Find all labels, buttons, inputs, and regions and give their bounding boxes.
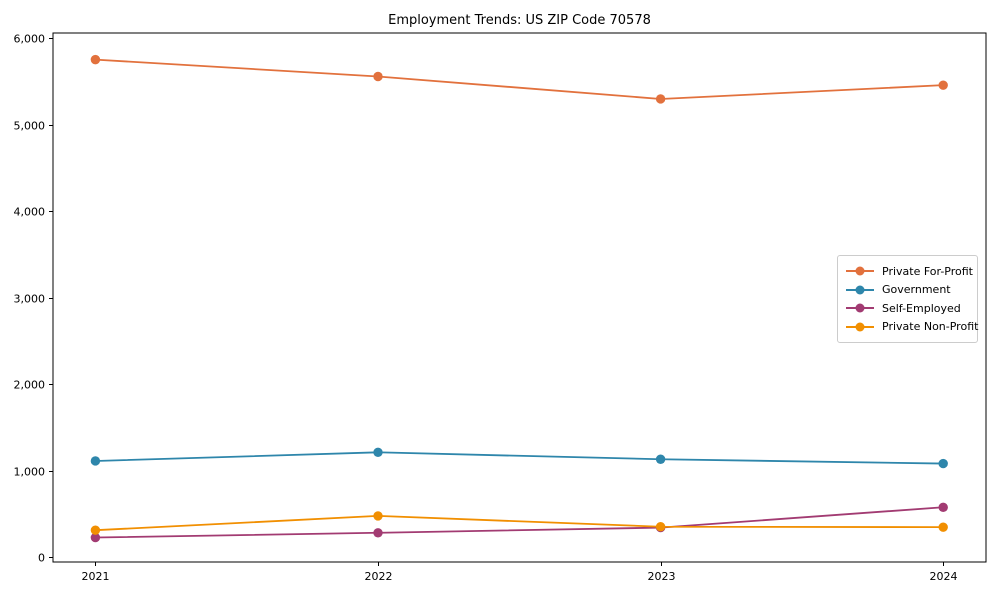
series-line-government xyxy=(94,451,945,465)
data-point-government xyxy=(90,456,101,466)
legend-label: Self-Employed xyxy=(882,301,961,315)
data-point-private-for-profit xyxy=(90,54,101,65)
chart-title: Employment Trends: US ZIP Code 70578 xyxy=(388,13,651,28)
series-line-private-for-profit xyxy=(94,58,945,100)
x-axis-tick-label: 2022 xyxy=(365,570,393,583)
legend-marker-icon xyxy=(855,303,865,313)
legend-item: Government xyxy=(846,281,969,300)
legend-line-swatch xyxy=(846,285,874,295)
legend: Private For-Profit Government Self-Employe… xyxy=(837,255,978,343)
legend-item: Self-Employed xyxy=(846,299,969,318)
axes-frame xyxy=(52,32,987,563)
legend-label: Private For-Profit xyxy=(882,264,973,278)
data-point-government xyxy=(938,458,948,469)
y-axis-tick-label: 3,000 xyxy=(14,293,46,306)
legend-line-swatch xyxy=(846,322,874,332)
legend-label: Government xyxy=(882,283,951,297)
data-point-self-employed xyxy=(938,502,948,512)
data-point-self-employed xyxy=(90,532,101,543)
legend-label: Private Non-Profit xyxy=(882,320,979,334)
data-point-private-non-profit xyxy=(938,522,948,532)
data-point-private-for-profit xyxy=(938,80,948,90)
data-point-private-for-profit xyxy=(655,94,666,104)
x-axis-tick-label: 2021 xyxy=(82,570,110,583)
legend-marker-icon xyxy=(855,322,865,332)
data-point-government xyxy=(655,454,666,464)
x-axis-tick-label: 2023 xyxy=(648,570,676,583)
y-axis-tick-label: 1,000 xyxy=(14,466,46,479)
legend-item: Private Non-Profit xyxy=(846,318,978,337)
y-axis-tick-label: 0 xyxy=(38,552,45,565)
series-line-self-employed xyxy=(94,506,945,539)
data-point-private-non-profit xyxy=(373,511,383,521)
y-axis-tick-label: 2,000 xyxy=(14,379,46,392)
data-point-private-non-profit xyxy=(90,525,101,535)
y-axis-tick-label: 5,000 xyxy=(14,120,46,133)
data-point-self-employed xyxy=(373,528,383,538)
legend-line-swatch xyxy=(846,266,874,276)
data-point-government xyxy=(373,447,383,458)
x-axis-tick-label: 2024 xyxy=(930,570,958,583)
legend-marker-icon xyxy=(855,266,865,276)
legend-marker-icon xyxy=(855,285,865,295)
y-axis-tick-label: 4,000 xyxy=(14,206,46,219)
data-point-private-non-profit xyxy=(655,522,666,532)
legend-line-swatch xyxy=(846,303,874,313)
series-line-private-non-profit xyxy=(94,515,945,532)
legend-item: Private For-Profit xyxy=(846,262,973,281)
y-axis-tick-label: 6,000 xyxy=(14,33,46,46)
data-point-private-for-profit xyxy=(373,71,383,82)
